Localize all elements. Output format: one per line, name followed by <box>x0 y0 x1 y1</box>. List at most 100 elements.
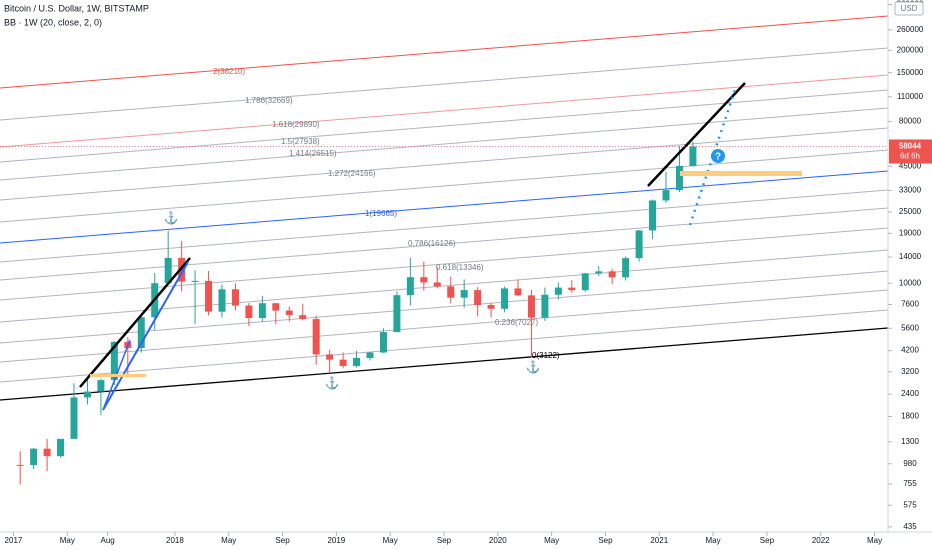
fib-label: 1.618(29890) <box>272 120 320 129</box>
last-price-box <box>889 139 932 164</box>
candle-body <box>649 200 657 231</box>
fib-label: 0.618(13346) <box>436 263 484 272</box>
y-tick-label: 575 <box>903 500 917 509</box>
candle-body <box>447 286 455 298</box>
y-tick-label: 200000 <box>897 45 924 54</box>
x-tick-label: 2022 <box>812 536 830 545</box>
candle-body <box>568 287 576 291</box>
y-tick-label: 110000 <box>897 92 924 101</box>
x-tick-label: Sep <box>760 536 775 545</box>
candle-body <box>689 146 697 166</box>
y-tick-label: 80000 <box>899 117 922 126</box>
candle-body <box>393 295 401 333</box>
anchor-icon: ⚓ <box>526 360 541 374</box>
channel-line <box>0 227 889 301</box>
chart-subtitle: BB · 1W (20, close, 2, 0) <box>4 17 102 27</box>
x-tick-label: Sep <box>437 536 452 545</box>
fib-label: 1.414(26515) <box>289 149 337 158</box>
candle-body <box>178 257 186 282</box>
candle-body <box>245 305 253 319</box>
candle-body <box>433 282 441 287</box>
candle-body <box>191 280 199 282</box>
candle-body <box>406 277 414 296</box>
candle-body <box>474 290 482 306</box>
channel-line <box>0 107 889 181</box>
channel-line <box>0 249 889 323</box>
currency: USD <box>901 4 918 13</box>
candle-body <box>30 448 38 465</box>
y-tick-label: 435 <box>903 522 917 531</box>
fib-label: 0.786(16126) <box>408 239 456 248</box>
anchor-icon: ⚓ <box>164 211 179 225</box>
x-tick-label: May <box>706 536 721 545</box>
x-tick-label: May <box>60 536 75 545</box>
channel-line <box>0 189 889 263</box>
candle-body <box>353 358 361 366</box>
candle-body <box>83 391 91 398</box>
channel-line <box>0 89 889 163</box>
trend-line <box>647 82 746 187</box>
channel-line <box>0 170 889 244</box>
candle-body <box>312 319 320 355</box>
price-axis <box>888 0 932 550</box>
candle-body <box>379 332 387 353</box>
candle-body <box>272 303 280 311</box>
y-tick-label: 1800 <box>901 412 919 421</box>
y-tick-label: 25000 <box>899 207 922 216</box>
fib-label: 1(19665) <box>365 209 397 218</box>
candle-body <box>218 289 226 312</box>
fib-label: 0.236(7027) <box>495 318 538 327</box>
fib-label: 1.272(24166) <box>328 169 376 178</box>
y-tick-label: 150000 <box>897 68 924 77</box>
x-tick-label: 2020 <box>489 536 507 545</box>
y-tick-label: 5600 <box>901 323 919 332</box>
y-tick-label: 14000 <box>899 252 922 261</box>
y-tick-label: 260000 <box>897 25 924 34</box>
x-tick-label: 2021 <box>650 536 668 545</box>
y-tick-label: 3200 <box>901 367 919 376</box>
candle-body <box>595 271 603 274</box>
candles <box>16 141 697 485</box>
x-tick-label: Sep <box>598 536 613 545</box>
candle-body <box>541 294 549 318</box>
zone <box>680 171 802 176</box>
channel-line <box>0 127 889 201</box>
question-icon <box>711 149 725 163</box>
x-tick-label: Sep <box>275 536 290 545</box>
channel-line <box>0 309 889 383</box>
candle-body <box>420 277 428 283</box>
candle-body <box>527 295 535 318</box>
candle-body <box>57 438 65 457</box>
channel-line <box>0 47 889 121</box>
candle-body <box>487 305 495 309</box>
candle-body <box>285 310 293 316</box>
channel-line <box>0 327 889 401</box>
trend-line <box>79 257 191 388</box>
candle-body <box>635 230 643 259</box>
fib-label: 2(36210) <box>213 67 245 76</box>
currency-box <box>894 1 924 16</box>
y-tick-label: 1300 <box>901 437 919 446</box>
x-tick-label: 2019 <box>327 536 345 545</box>
candle-body <box>675 165 683 191</box>
candle-body <box>137 317 145 349</box>
x-tick-label: May <box>221 536 236 545</box>
countdown: 6d 6h <box>900 152 920 161</box>
candle-body <box>110 341 118 381</box>
last-price: 58044 <box>899 142 922 151</box>
candle-body <box>608 271 616 278</box>
candle-body <box>662 190 670 201</box>
channel-line <box>0 289 889 363</box>
anchor-icon: ⚓ <box>325 376 340 390</box>
candle-body <box>366 352 374 359</box>
drawings: ? ⚓ ⚓ ⚓ <box>79 82 802 411</box>
y-tick-label: 19000 <box>899 228 922 237</box>
y-tick-label: 755 <box>903 479 917 488</box>
y-tick-label: 2400 <box>901 389 919 398</box>
candle-body <box>258 303 266 319</box>
fib-label: 0(3122) <box>532 351 560 360</box>
candle-body <box>97 380 105 392</box>
candle-body <box>164 257 172 284</box>
